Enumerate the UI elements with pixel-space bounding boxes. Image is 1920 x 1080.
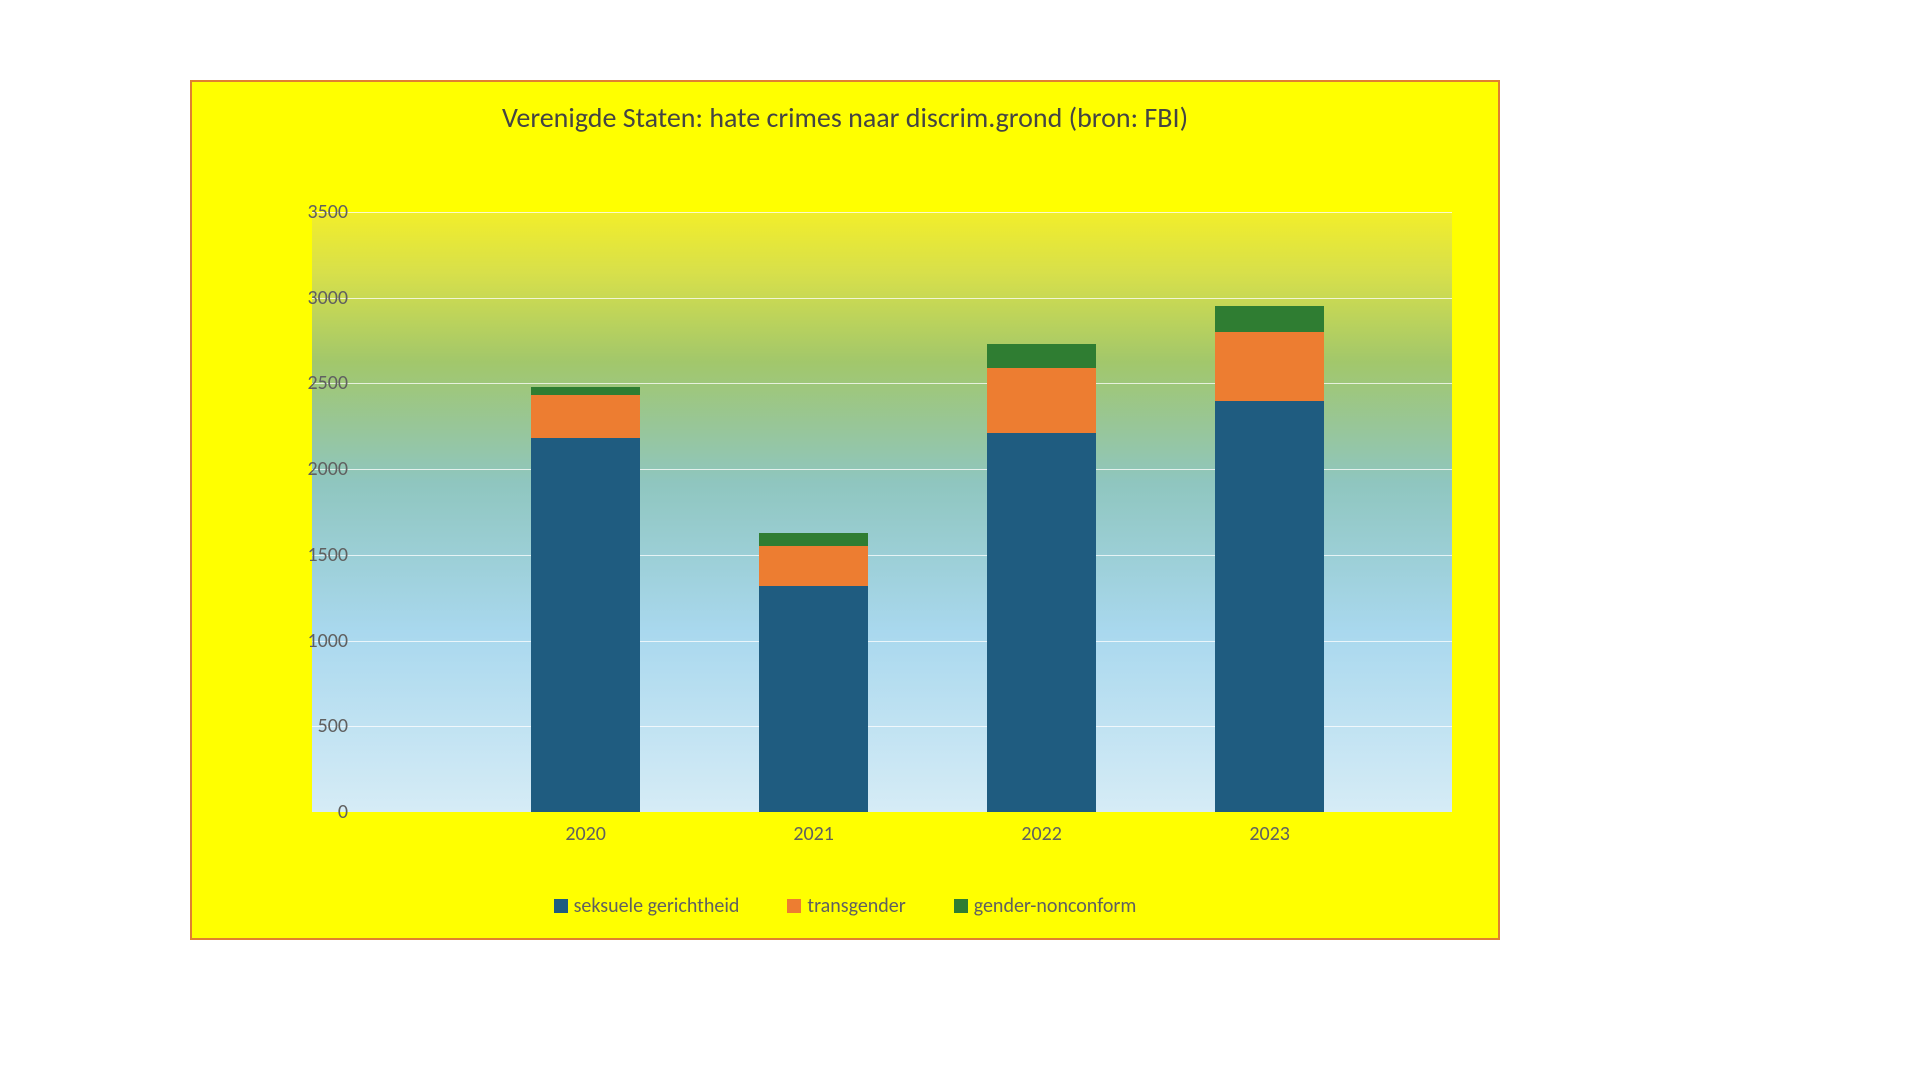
bar-seg-gender-nonconform [759, 533, 868, 547]
bar-seg-seksuele-gerichtheid [1215, 401, 1324, 812]
legend-item: gender-nonconform [954, 894, 1137, 918]
x-tick-label: 2021 [793, 822, 834, 846]
legend-item: transgender [787, 894, 905, 918]
chart-title: Verenigde Staten: hate crimes naar discr… [192, 102, 1498, 134]
x-tick-label: 2023 [1249, 822, 1290, 846]
legend-label: gender-nonconform [974, 894, 1137, 918]
gridline [312, 298, 1452, 299]
bar-seg-gender-nonconform [1215, 306, 1324, 332]
y-tick-label: 2500 [288, 371, 348, 395]
bar-seg-seksuele-gerichtheid [987, 433, 1096, 812]
y-tick-label: 3500 [288, 200, 348, 224]
chart-frame: Verenigde Staten: hate crimes naar discr… [190, 80, 1500, 940]
bar-seg-transgender [759, 546, 868, 585]
legend-label: transgender [807, 894, 905, 918]
x-axis-labels: 2020 2021 2022 2023 [312, 822, 1452, 852]
legend-label: seksuele gerichtheid [574, 894, 740, 918]
legend-swatch [787, 899, 801, 913]
bar-seg-seksuele-gerichtheid [759, 586, 868, 812]
y-tick-label: 1000 [288, 629, 348, 653]
y-tick-label: 3000 [288, 286, 348, 310]
x-tick-label: 2022 [1021, 822, 1062, 846]
bar-seg-transgender [531, 395, 640, 438]
bar-group [987, 344, 1096, 812]
y-tick-label: 500 [288, 714, 348, 738]
bar-group [531, 387, 640, 812]
y-tick-label: 2000 [288, 457, 348, 481]
plot-area [312, 212, 1452, 812]
bar-group [1215, 306, 1324, 812]
bar-seg-transgender [987, 368, 1096, 433]
bar-seg-gender-nonconform [531, 387, 640, 396]
bar-seg-gender-nonconform [987, 344, 1096, 368]
bar-seg-transgender [1215, 332, 1324, 401]
legend-item: seksuele gerichtheid [554, 894, 740, 918]
legend-swatch [554, 899, 568, 913]
x-tick-label: 2020 [565, 822, 606, 846]
legend: seksuele gerichtheid transgender gender-no… [192, 894, 1498, 918]
bar-seg-seksuele-gerichtheid [531, 438, 640, 812]
bar-group [759, 533, 868, 812]
y-tick-label: 0 [288, 800, 348, 824]
gridline [312, 212, 1452, 213]
legend-swatch [954, 899, 968, 913]
y-tick-label: 1500 [288, 543, 348, 567]
